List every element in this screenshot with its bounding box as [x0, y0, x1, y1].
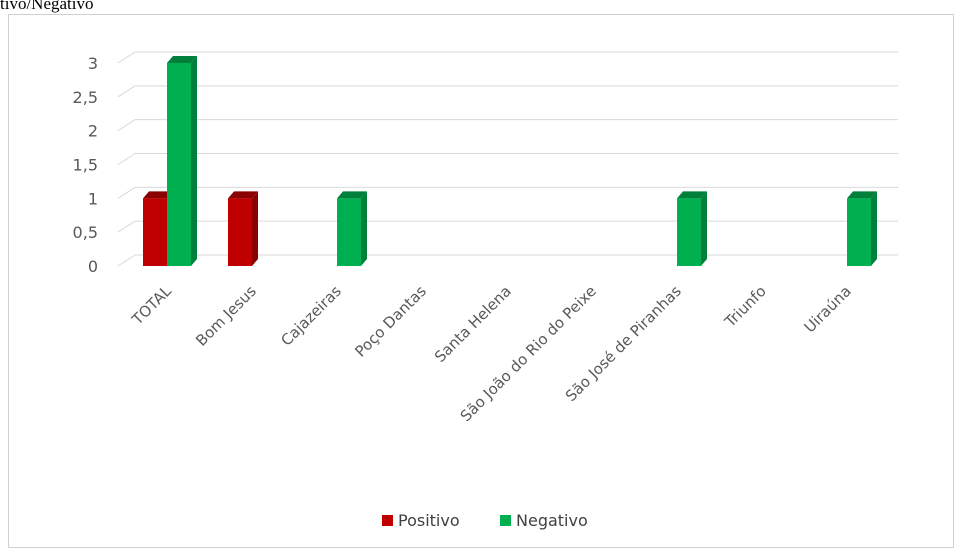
gridline-depth: [117, 220, 136, 233]
x-category-label: TOTAL: [128, 282, 176, 330]
bar-top: [337, 191, 367, 199]
gridline-depth: [117, 153, 136, 165]
bar-top: [677, 191, 707, 199]
bar-front: [143, 198, 167, 266]
legend-item-negativo: Negativo: [500, 511, 588, 530]
legend-swatch: [382, 515, 393, 526]
x-category-label: Santa Helena: [431, 282, 515, 366]
bar-negativo: [167, 56, 197, 266]
bar-top: [143, 191, 173, 199]
y-axis-ticks: 0 0,5 1 1,5 2 2,5 3: [73, 54, 98, 276]
x-category-label: São João do Rio do Peixe: [457, 282, 600, 425]
chart-frame: [8, 14, 954, 548]
legend-item-positivo: Positivo: [382, 511, 460, 530]
bar-front: [167, 63, 191, 266]
bar-front: [677, 198, 701, 266]
x-category-label: Cajazeiras: [277, 282, 345, 350]
legend-swatch: [500, 515, 511, 526]
bar-side: [871, 191, 877, 266]
x-axis-labels: TOTAL Bom Jesus Cajazeiras Poço Dantas Santa…: [128, 282, 855, 426]
x-category-label: Triunfo: [720, 282, 769, 331]
x-category-label: Poço Dantas: [351, 282, 430, 361]
x-category-label: Bom Jesus: [192, 282, 260, 350]
legend-label: Negativo: [516, 511, 588, 530]
y-tick-label: 0,5: [73, 223, 98, 242]
gridline-depth: [117, 85, 136, 98]
bar-front: [847, 198, 871, 266]
bars: [143, 56, 877, 266]
gridline-depth: [117, 186, 136, 199]
bar-negativo: [677, 191, 707, 266]
legend-label: Positivo: [398, 511, 460, 530]
y-tick-label: 1: [88, 189, 98, 208]
bar-negativo: [337, 191, 367, 266]
bar-side: [252, 191, 258, 266]
bar-side: [191, 56, 197, 266]
bar-top: [228, 191, 258, 199]
y-tick-label: 3: [88, 54, 98, 73]
bar-top: [167, 56, 197, 63]
gridline-depth: [117, 51, 136, 64]
y-tick-label: 0: [88, 257, 98, 276]
bar-side: [701, 191, 707, 266]
x-category-label: Uiraúna: [801, 282, 855, 336]
gridline-depth: [117, 254, 136, 267]
bar-front: [228, 198, 252, 266]
bar-front: [337, 198, 361, 266]
bar-positivo: [228, 191, 258, 266]
chart-caption: tivo/Negativo: [0, 0, 94, 13]
bar-top: [847, 191, 877, 199]
legend: Positivo Negativo: [382, 511, 588, 530]
y-tick-label: 1,5: [73, 156, 98, 175]
bar-negativo: [847, 191, 877, 266]
y-tick-label: 2,5: [73, 88, 98, 107]
gridlines: [117, 51, 898, 267]
gridline-depth: [117, 119, 136, 132]
y-tick-label: 2: [88, 122, 98, 141]
bar-side: [361, 191, 367, 266]
